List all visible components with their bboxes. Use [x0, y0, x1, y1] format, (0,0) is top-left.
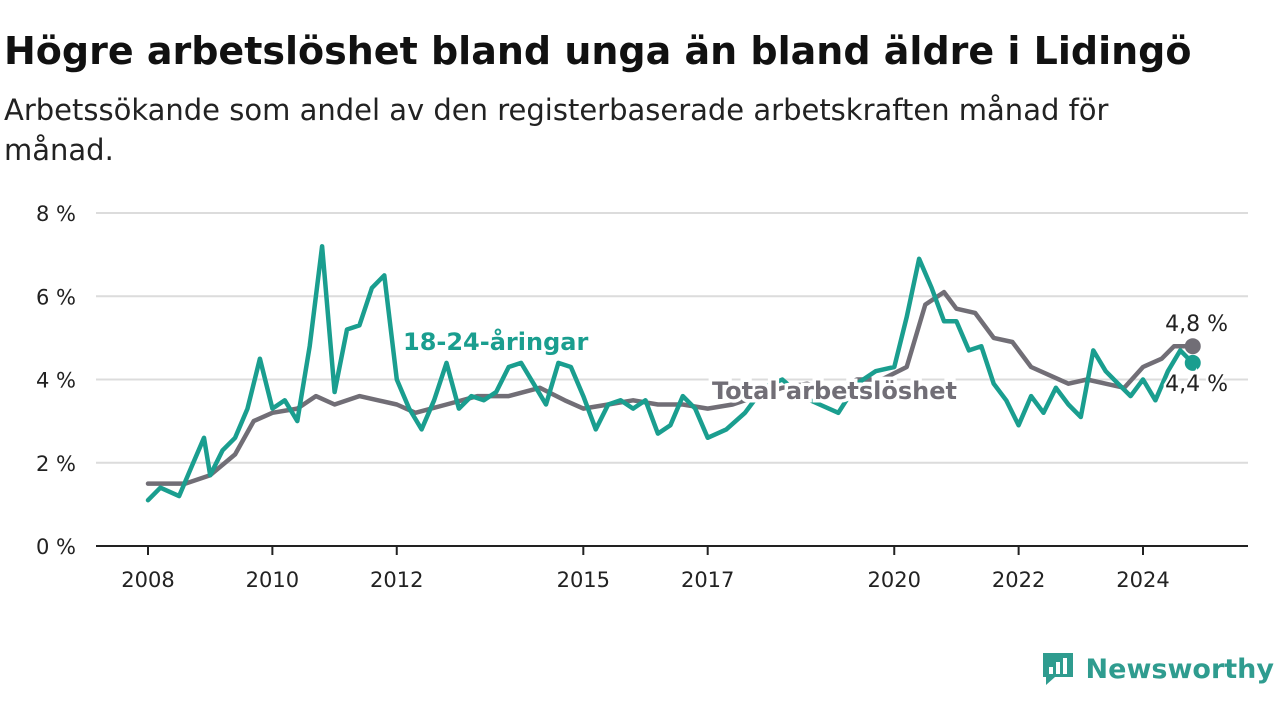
- series-end-value-label: 4,8 %: [1165, 312, 1228, 337]
- gridlines: [96, 212, 1248, 464]
- y-axis-tick-labels: 0 % 2 % 4 % 6 % 8 %: [36, 202, 76, 559]
- x-tick-label: 2017: [681, 568, 734, 592]
- y-tick-label: 2 %: [36, 452, 76, 476]
- series-name-label: 18-24-åringar: [403, 327, 588, 356]
- newsworthy-logo: Newsworthy: [1040, 648, 1274, 690]
- series-name-label: Total arbetslöshet: [712, 377, 957, 405]
- chart-title: Högre arbetslöshet bland unga än bland ä…: [4, 29, 1192, 73]
- y-tick-label: 8 %: [36, 202, 76, 226]
- x-tick-label: 2008: [121, 568, 174, 592]
- x-tick-label: 2012: [370, 568, 423, 592]
- x-tick-label: 2024: [1116, 568, 1169, 592]
- series-line: [145, 289, 1195, 486]
- chart-subtitle: Arbetssökande som andel av den registerb…: [4, 93, 1109, 167]
- series-end-point: [1184, 354, 1201, 371]
- series-end-value-label: 4,4 %: [1165, 372, 1228, 397]
- newsworthy-logo-icon: [1042, 653, 1073, 685]
- x-axis: 2008 2010 2012 2015 2017 2020 2022 2024: [96, 545, 1248, 592]
- series-line: [145, 244, 1195, 503]
- y-tick-label: 0 %: [36, 535, 76, 559]
- series-lines: [145, 244, 1201, 503]
- x-tick-label: 2020: [868, 568, 921, 592]
- x-tick-label: 2010: [246, 568, 299, 592]
- x-tick-label: 2015: [557, 568, 610, 592]
- y-tick-label: 6 %: [36, 285, 76, 309]
- series-labels: 4,8 % 4,4 % Total arbetslöshet 18-24-åringa…: [400, 310, 1231, 409]
- x-tick-label: 2022: [992, 568, 1045, 592]
- y-tick-label: 4 %: [36, 369, 76, 393]
- series-end-point: [1184, 338, 1201, 355]
- brand-name: Newsworthy: [1085, 653, 1274, 685]
